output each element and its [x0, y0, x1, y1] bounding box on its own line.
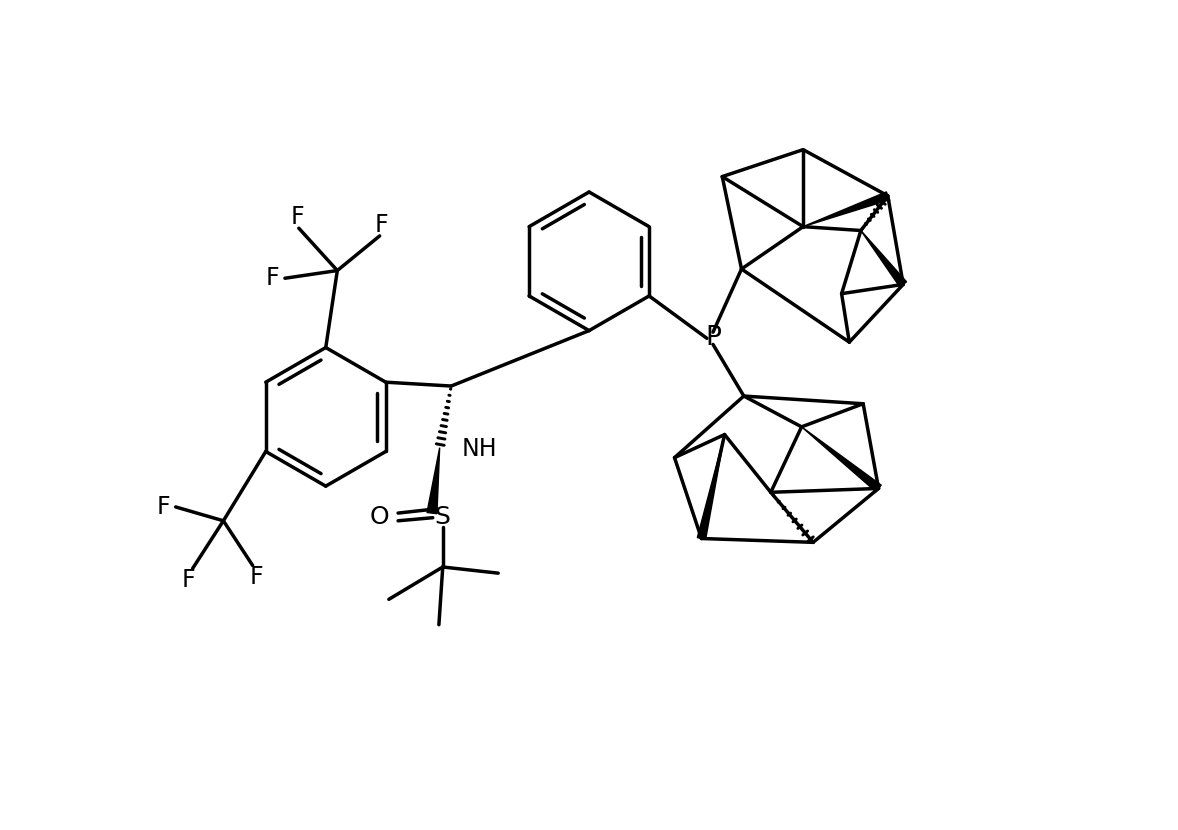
Polygon shape [803, 192, 889, 227]
Polygon shape [801, 427, 881, 491]
Text: F: F [266, 266, 279, 290]
Text: F: F [375, 213, 388, 237]
Text: O: O [370, 505, 390, 529]
Text: F: F [291, 205, 304, 229]
Text: F: F [181, 568, 196, 592]
Text: NH: NH [462, 437, 497, 461]
Text: P: P [706, 325, 721, 351]
Text: F: F [157, 495, 170, 519]
Polygon shape [861, 231, 907, 287]
Polygon shape [426, 447, 439, 514]
Polygon shape [697, 435, 724, 540]
Text: F: F [250, 565, 264, 589]
Text: S: S [435, 505, 451, 529]
